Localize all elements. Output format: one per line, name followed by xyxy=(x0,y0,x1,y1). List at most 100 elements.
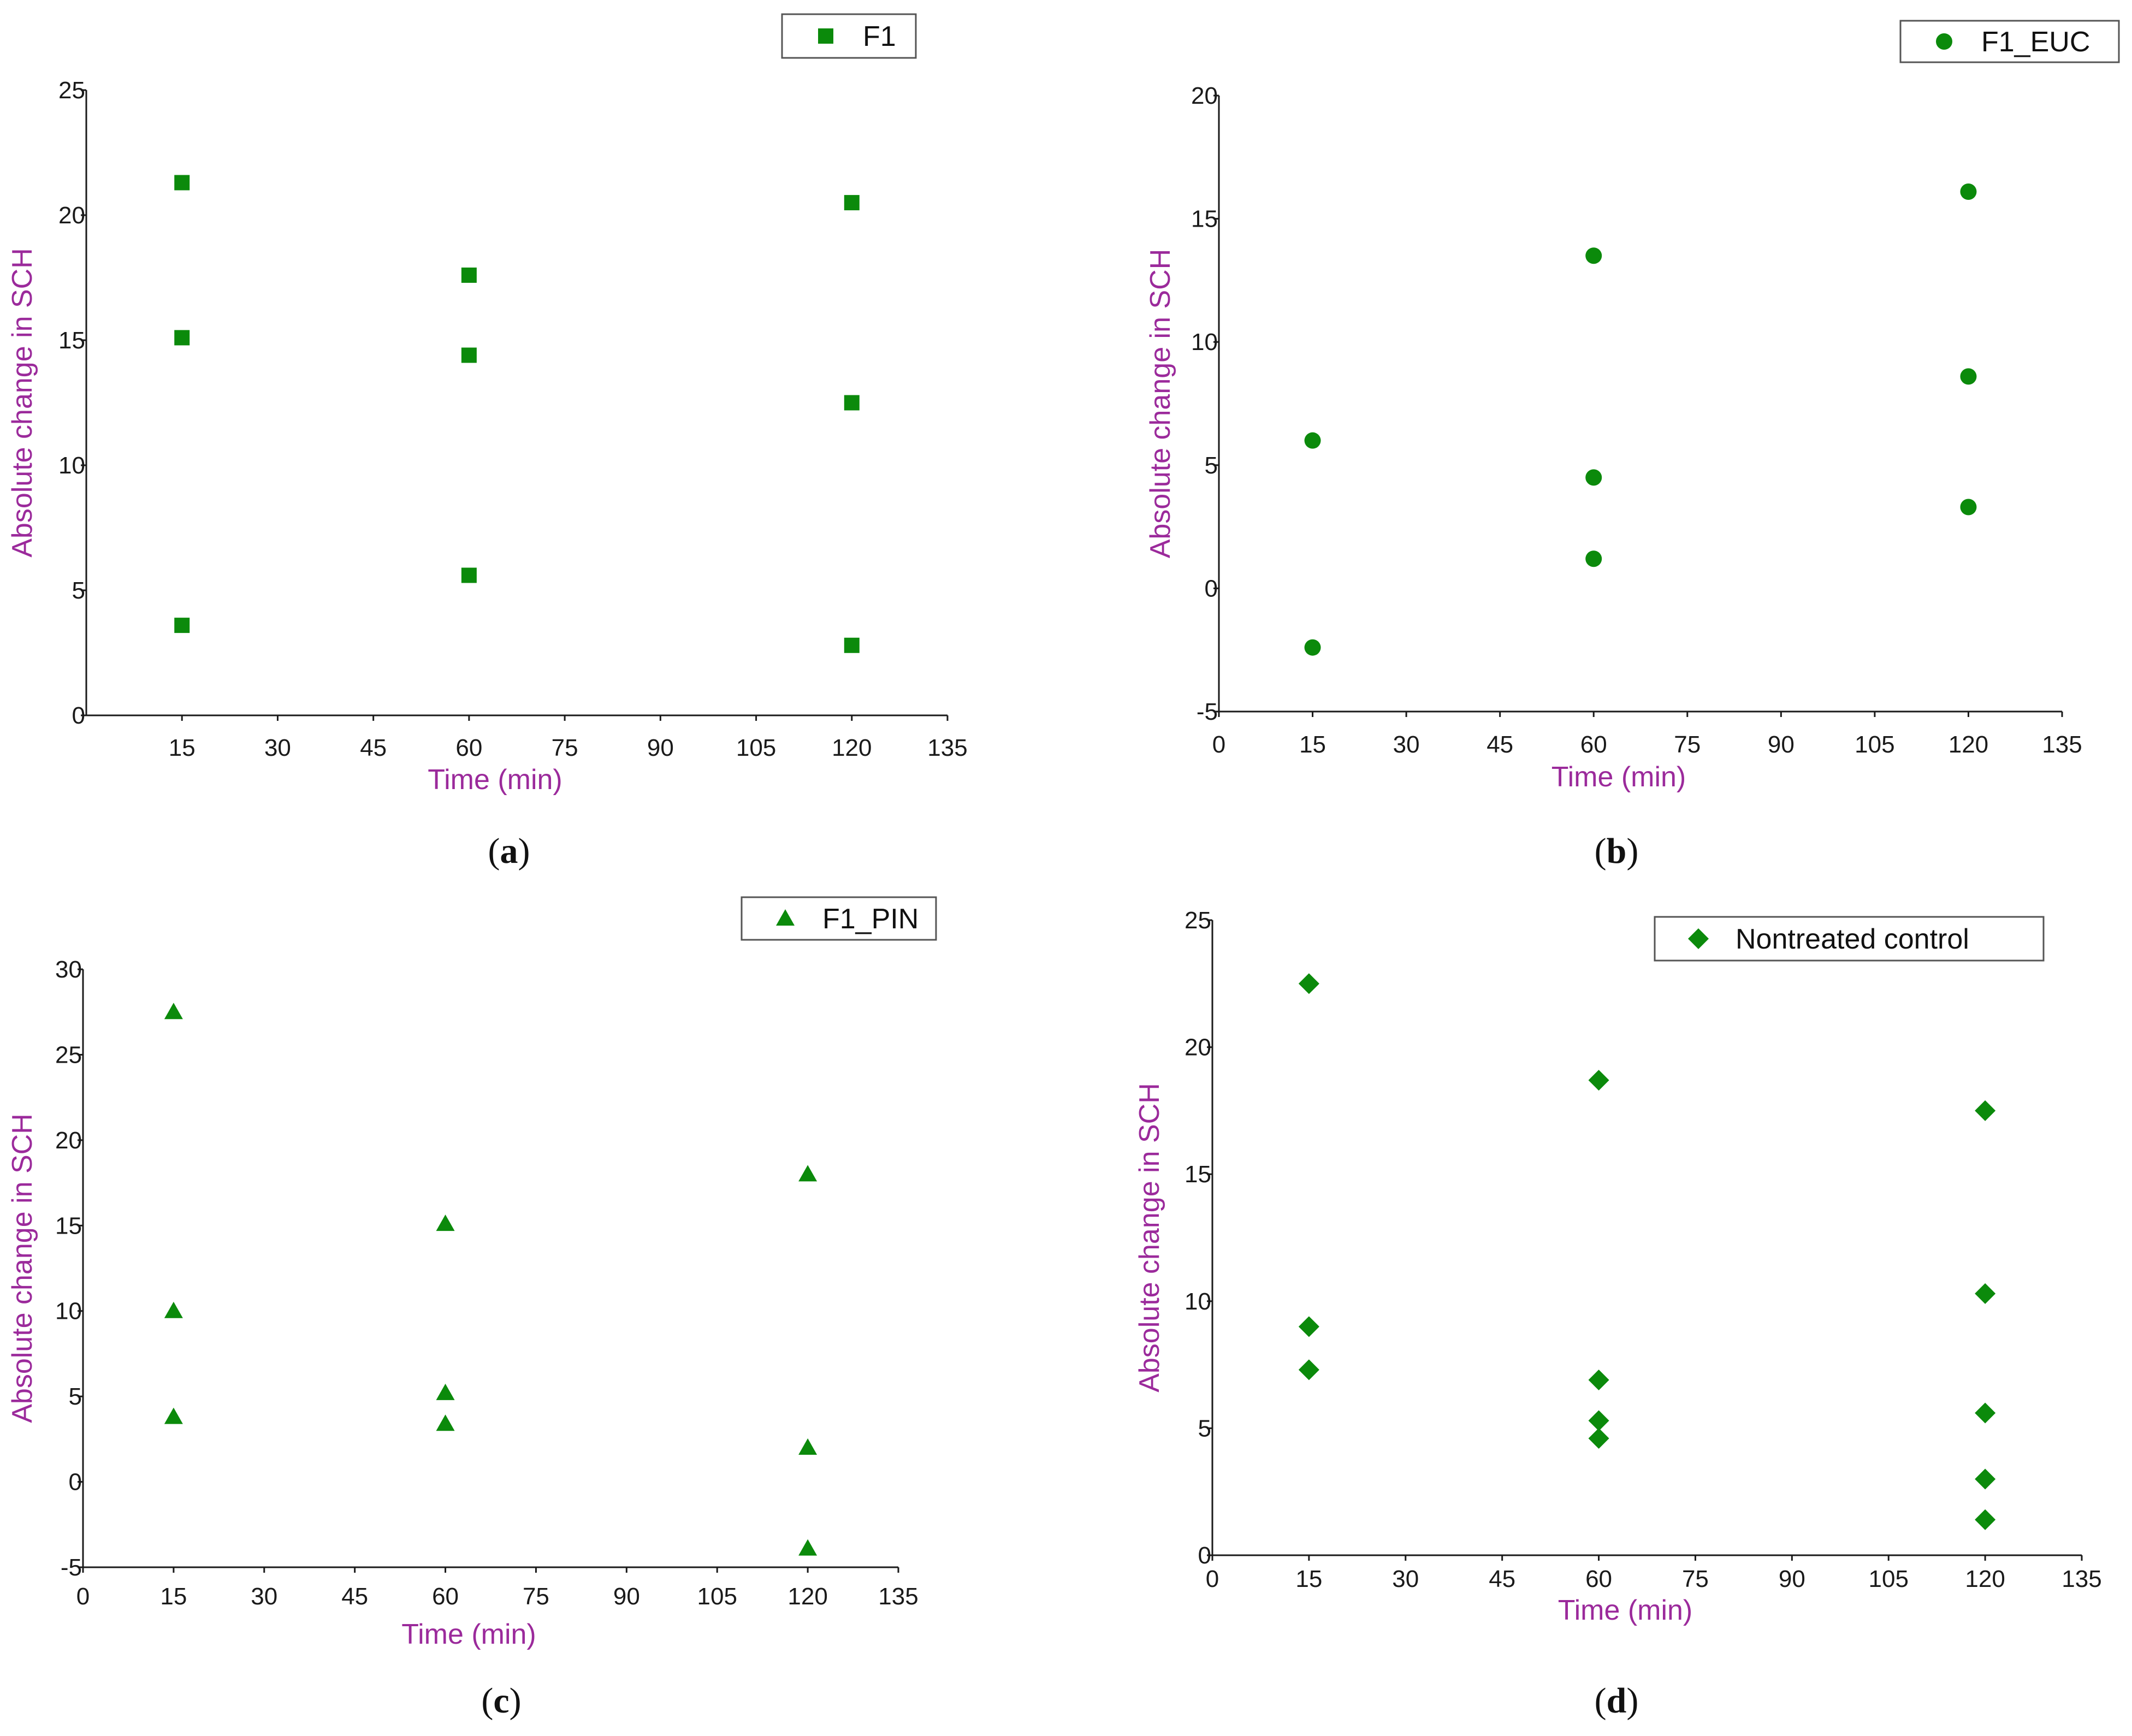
data-point xyxy=(1304,639,1321,656)
legend-label: F1_EUC xyxy=(1981,26,2090,58)
x-tick-label: 15 xyxy=(160,1583,187,1610)
data-point xyxy=(1585,550,1602,567)
legend-marker xyxy=(1936,33,1952,50)
legend-marker xyxy=(1688,928,1709,949)
data-point xyxy=(436,1383,455,1400)
y-tick-label: 20 xyxy=(1185,1034,1211,1061)
x-tick-label: 60 xyxy=(455,734,482,761)
x-tick-label: 90 xyxy=(613,1583,640,1610)
y-tick-label: 10 xyxy=(1191,329,1218,356)
data-point xyxy=(1304,432,1321,449)
x-tick-label: 60 xyxy=(1585,1566,1612,1592)
y-tick-label: 0 xyxy=(72,702,85,729)
legend-label: Nontreated control xyxy=(1736,923,1969,955)
x-tick-label: 105 xyxy=(697,1583,737,1610)
x-tick-label: 135 xyxy=(2042,731,2082,758)
x-tick-label: 105 xyxy=(736,734,776,761)
legend-box xyxy=(781,13,917,59)
legend: F1_EUC xyxy=(1899,20,2120,63)
y-tick-label: 25 xyxy=(55,1041,82,1068)
legend: F1_PIN xyxy=(741,896,937,941)
x-tick-label: 45 xyxy=(1489,1566,1515,1592)
x-tick-label: 60 xyxy=(1580,731,1607,758)
data-point xyxy=(1960,499,1977,516)
panel-label-b: (b) xyxy=(1595,831,1639,871)
data-point xyxy=(1588,1070,1609,1091)
y-tick-label: 5 xyxy=(1205,452,1218,479)
data-point xyxy=(1960,368,1977,385)
y-tick-label: 20 xyxy=(58,202,85,229)
y-tick-label: 0 xyxy=(1205,575,1218,602)
panel-label-d: (d) xyxy=(1595,1681,1639,1721)
x-tick-label: 120 xyxy=(1965,1566,2005,1592)
x-tick-label: 0 xyxy=(76,1583,90,1610)
data-point xyxy=(1588,1428,1609,1449)
x-axis-title: Time (min) xyxy=(428,764,562,796)
y-tick-label: -5 xyxy=(61,1554,82,1581)
data-point xyxy=(844,195,860,211)
x-tick-label: 105 xyxy=(1855,731,1894,758)
y-tick-label: 15 xyxy=(1191,206,1218,233)
x-tick-label: 0 xyxy=(1206,1566,1219,1592)
x-tick-label: 30 xyxy=(1393,731,1420,758)
y-axis-title: Absolute change in SCH xyxy=(1145,249,1176,559)
data-point xyxy=(798,1438,818,1455)
data-point xyxy=(1975,1100,1996,1121)
y-tick-label: 10 xyxy=(58,452,85,479)
y-tick-label: 5 xyxy=(72,577,85,604)
y-tick-label: 30 xyxy=(55,956,82,983)
y-tick-label: 15 xyxy=(58,327,85,354)
data-point xyxy=(461,347,477,363)
data-point xyxy=(1298,1359,1319,1380)
x-axis-title: Time (min) xyxy=(1551,761,1686,793)
x-axis-title: Time (min) xyxy=(401,1619,536,1650)
y-tick-label: 20 xyxy=(1191,82,1218,109)
y-tick-label: 25 xyxy=(1185,907,1211,934)
legend: Nontreated control xyxy=(1654,916,2045,962)
y-tick-label: 0 xyxy=(1198,1542,1211,1569)
y-tick-label: -5 xyxy=(1197,698,1218,725)
data-point xyxy=(1975,1283,1996,1304)
x-tick-label: 105 xyxy=(1869,1566,1909,1592)
x-tick-label: 135 xyxy=(2062,1566,2101,1592)
legend-box xyxy=(1654,916,2045,962)
y-tick-label: 10 xyxy=(1185,1288,1211,1315)
x-tick-label: 75 xyxy=(1682,1566,1709,1592)
legend-box xyxy=(741,896,937,941)
x-tick-label: 120 xyxy=(787,1583,827,1610)
data-point xyxy=(164,1407,183,1424)
data-point xyxy=(1585,469,1602,486)
data-point xyxy=(461,267,477,283)
data-point xyxy=(164,1301,183,1318)
y-tick-label: 15 xyxy=(55,1212,82,1239)
x-tick-label: 15 xyxy=(1299,731,1326,758)
data-point xyxy=(1298,1316,1319,1337)
data-point xyxy=(436,1414,455,1431)
x-tick-label: 75 xyxy=(1674,731,1701,758)
panel-b: -5 0 5 10 15 20 0 15 30 45 60 75 90 105 120 135 Time (mi… xyxy=(1145,20,2120,793)
x-tick-label: 60 xyxy=(432,1583,459,1610)
x-tick-label: 120 xyxy=(832,734,872,761)
y-axis-title: Absolute change in SCH xyxy=(1134,1083,1165,1393)
x-tick-label: 30 xyxy=(251,1583,277,1610)
data-point xyxy=(174,618,190,633)
y-tick-label: 25 xyxy=(58,77,85,104)
data-point xyxy=(1975,1509,1996,1530)
legend-label: F1 xyxy=(863,21,896,52)
x-tick-label: 15 xyxy=(1295,1566,1322,1592)
data-point xyxy=(1585,247,1602,264)
data-point xyxy=(1960,183,1977,200)
data-point xyxy=(461,567,477,583)
y-tick-label: 20 xyxy=(55,1127,82,1154)
x-tick-label: 30 xyxy=(264,734,291,761)
x-tick-label: 90 xyxy=(1768,731,1795,758)
x-tick-label: 120 xyxy=(1949,731,1988,758)
x-tick-label: 45 xyxy=(341,1583,368,1610)
x-tick-label: 90 xyxy=(1779,1566,1805,1592)
panel-label-c: (c) xyxy=(481,1681,521,1721)
y-tick-label: 5 xyxy=(69,1383,82,1410)
data-point xyxy=(844,395,860,411)
data-point xyxy=(844,637,860,653)
x-tick-label: 30 xyxy=(1392,1566,1419,1592)
